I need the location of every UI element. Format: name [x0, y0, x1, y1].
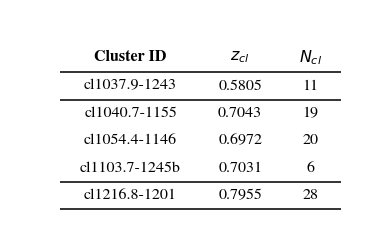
- Text: 0.7031: 0.7031: [218, 162, 262, 175]
- Text: 28: 28: [303, 189, 318, 202]
- Text: Cluster ID: Cluster ID: [94, 50, 167, 64]
- Text: 11: 11: [303, 79, 318, 92]
- Text: 0.7955: 0.7955: [218, 189, 262, 202]
- Text: cl1103.7-1245b: cl1103.7-1245b: [80, 162, 181, 175]
- Text: cl1054.4-1146: cl1054.4-1146: [84, 134, 177, 148]
- Text: cl1216.8-1201: cl1216.8-1201: [84, 189, 177, 202]
- Text: $z_{cl}$: $z_{cl}$: [230, 50, 250, 65]
- Text: cl1040.7-1155: cl1040.7-1155: [84, 107, 177, 120]
- Text: $N_{cl}$: $N_{cl}$: [299, 48, 322, 67]
- Text: 0.6972: 0.6972: [218, 134, 262, 148]
- Text: 0.5805: 0.5805: [218, 79, 262, 92]
- Text: 6: 6: [306, 162, 315, 175]
- Text: 20: 20: [303, 134, 318, 148]
- Text: 19: 19: [303, 107, 318, 120]
- Text: 0.7043: 0.7043: [218, 107, 262, 120]
- Text: cl1037.9-1243: cl1037.9-1243: [84, 79, 177, 92]
